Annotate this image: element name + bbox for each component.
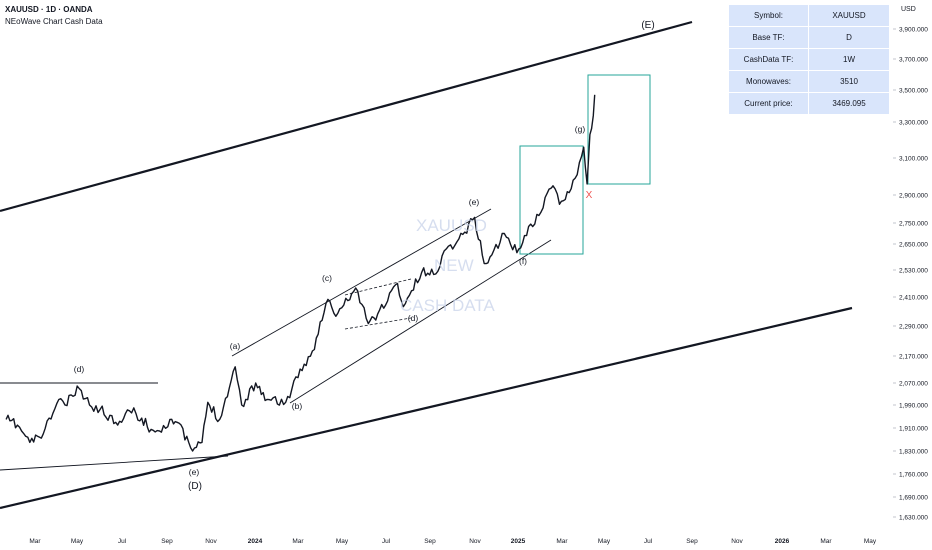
x-tick-label: Nov — [731, 538, 743, 545]
trendlines-layer — [0, 20, 853, 510]
wave-g-box — [519, 145, 584, 255]
x-tick-label: Mar — [556, 538, 568, 545]
y-tick-label: 3,500.000 — [899, 88, 928, 95]
lower-channel-line — [0, 306, 853, 510]
dashed-guide-upper — [344, 278, 412, 296]
y-axis-unit: USD — [901, 6, 916, 13]
x-tick-label: Mar — [820, 538, 832, 545]
y-tick-label: 3,100.000 — [899, 156, 928, 163]
dashed-guide-lower — [344, 317, 412, 330]
x-tick-label: Jul — [382, 538, 391, 545]
x-tick-label: Nov — [469, 538, 481, 545]
y-tick-label: 1,830.000 — [899, 449, 928, 456]
y-tick-label: 3,700.000 — [899, 57, 928, 64]
x-axis[interactable]: Mar May Jul Sep Nov 2024 Mar May Jul Sep Nov 2025 Ma… — [29, 538, 876, 545]
y-tick-label: 1,910.000 — [899, 426, 928, 433]
wave-labels-layer: (a) (b) (c) (d) (e) (f) (g) (d) (e) (D) (E) X — [74, 20, 655, 492]
wave-label-c: (c) — [322, 273, 332, 283]
info-table: Symbol: XAUUSD Base TF: D CashData TF: 1… — [729, 5, 889, 115]
wave-label-e-triangle: (e) — [189, 467, 200, 477]
x-tick-label: Sep — [161, 538, 173, 545]
info-row-monowaves: Monowaves: 3510 — [729, 71, 889, 93]
indicator-name: NEoWave Chart Cash Data — [5, 17, 103, 26]
x-marker: X — [586, 190, 593, 201]
x-tick-label: May — [71, 538, 84, 545]
wave-label-D: (D) — [188, 481, 202, 492]
y-tick-label: 3,900.000 — [899, 27, 928, 34]
wave-label-b: (b) — [292, 401, 303, 411]
y-axis[interactable]: 1,630.000 1,690.000 1,760.000 1,830.000 1,91… — [893, 27, 928, 522]
y-tick-label: 1,990.000 — [899, 403, 928, 410]
y-tick-label: 2,290.000 — [899, 324, 928, 331]
wave-label-d: (d) — [408, 313, 419, 323]
watermark-line-1: XAUUSD — [416, 216, 487, 235]
y-tick-label: 1,760.000 — [899, 472, 928, 479]
y-tick-label: 2,750.000 — [899, 221, 928, 228]
info-label: Symbol: — [729, 5, 809, 27]
y-tick-label: 1,630.000 — [899, 515, 928, 522]
x-tick-label: Sep — [424, 538, 436, 545]
watermark-line-3: CASH DATA — [400, 296, 495, 315]
info-value: D — [809, 27, 889, 49]
wave-label-e: (e) — [469, 197, 480, 207]
y-tick-label: 2,530.000 — [899, 268, 928, 275]
info-row-base-tf: Base TF: D — [729, 27, 889, 49]
x-tick-label: Jul — [118, 538, 127, 545]
x-tick-label: May — [598, 538, 611, 545]
info-label: Monowaves: — [729, 71, 809, 93]
y-tick-label: 2,900.000 — [899, 193, 928, 200]
x-tick-label: 2026 — [775, 538, 790, 545]
x-tick-label: May — [336, 538, 349, 545]
watermark-line-2: NEW — [434, 256, 474, 275]
info-label: CashData TF: — [729, 49, 809, 71]
triangle-lower-line — [0, 455, 229, 471]
info-label: Current price: — [729, 93, 809, 115]
x-tick-label: Nov — [205, 538, 217, 545]
info-row-current-price: Current price: 3469.095 — [729, 93, 889, 115]
info-value: 3510 — [809, 71, 889, 93]
x-tick-label: Mar — [29, 538, 41, 545]
chart-title: XAUUSD · 1D · OANDA — [5, 5, 93, 14]
info-row-symbol: Symbol: XAUUSD — [729, 5, 889, 27]
y-tick-label: 2,070.000 — [899, 381, 928, 388]
info-label: Base TF: — [729, 27, 809, 49]
wave-label-f: (f) — [519, 256, 527, 266]
y-tick-label: 2,410.000 — [899, 295, 928, 302]
channel-bottom-line — [289, 239, 552, 404]
info-row-cashdata-tf: CashData TF: 1W — [729, 49, 889, 71]
info-value: 1W — [809, 49, 889, 71]
y-tick-label: 3,300.000 — [899, 120, 928, 127]
x-tick-label: Sep — [686, 538, 698, 545]
wave-label-d-triangle: (d) — [74, 364, 85, 374]
price-line — [5, 94, 596, 452]
price-line-layer — [5, 94, 596, 452]
info-value: 3469.095 — [809, 93, 889, 115]
x-tick-label: 2025 — [511, 538, 526, 545]
wave-label-g: (g) — [575, 124, 586, 134]
x-tick-label: Mar — [292, 538, 304, 545]
y-tick-label: 2,650.000 — [899, 242, 928, 249]
y-tick-label: 2,170.000 — [899, 354, 928, 361]
x-tick-label: Jul — [644, 538, 653, 545]
x-tick-label: 2024 — [248, 538, 263, 545]
wave-label-a: (a) — [230, 341, 241, 351]
wave-label-E: (E) — [641, 20, 654, 31]
channel-top-line — [231, 208, 492, 357]
target-box — [587, 74, 651, 185]
y-tick-label: 1,690.000 — [899, 495, 928, 502]
info-value: XAUUSD — [809, 5, 889, 27]
target-boxes-layer — [519, 74, 651, 255]
x-tick-label: May — [864, 538, 877, 545]
upper-channel-line — [0, 20, 693, 213]
